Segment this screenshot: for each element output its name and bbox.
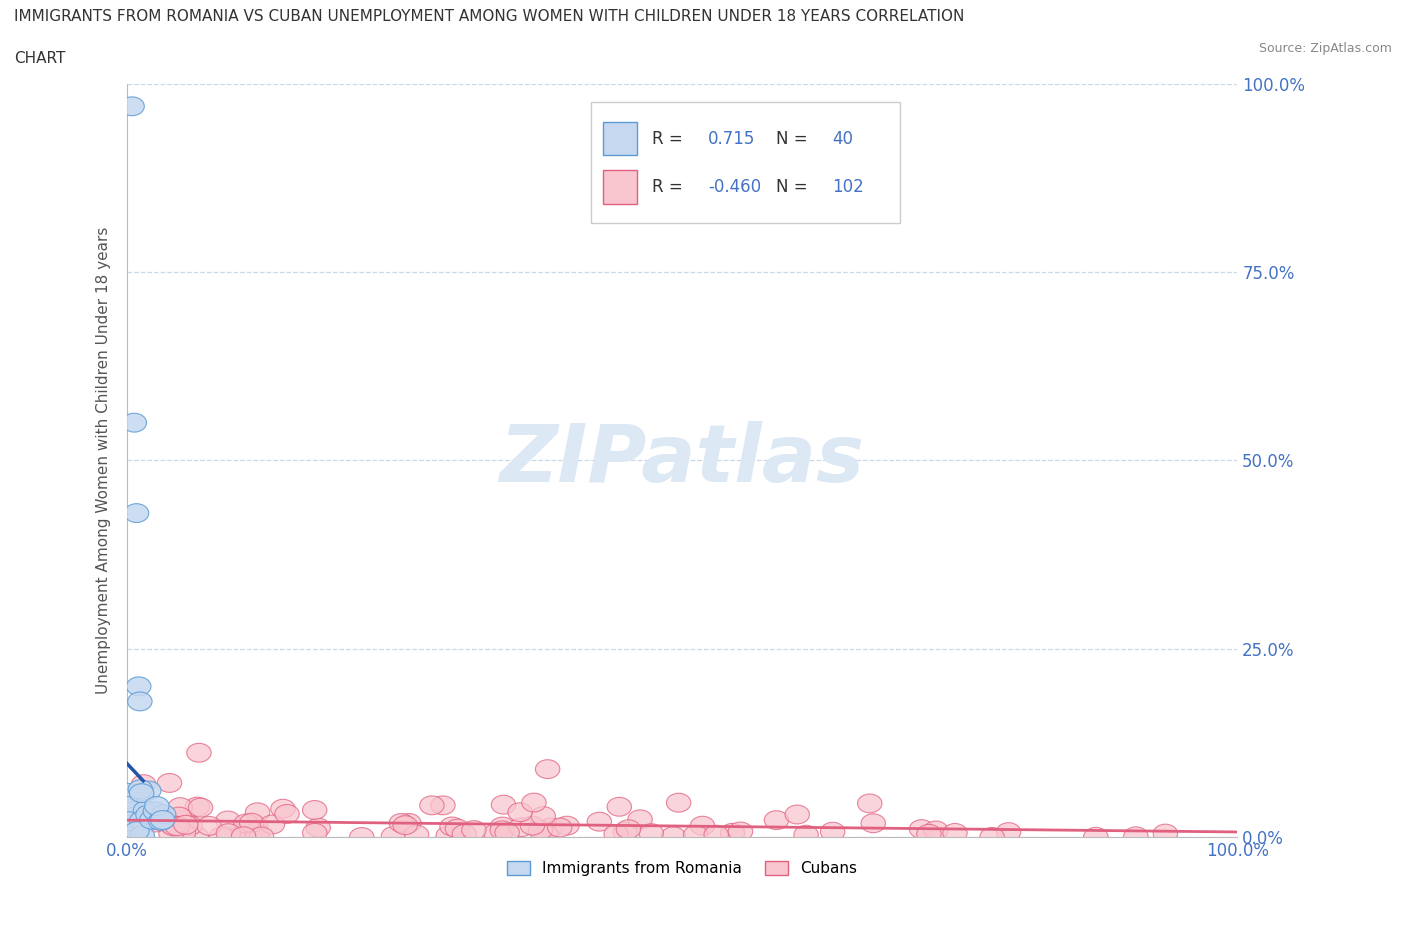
Legend: Immigrants from Romania, Cubans: Immigrants from Romania, Cubans <box>501 855 863 882</box>
Text: IMMIGRANTS FROM ROMANIA VS CUBAN UNEMPLOYMENT AMONG WOMEN WITH CHILDREN UNDER 18: IMMIGRANTS FROM ROMANIA VS CUBAN UNEMPLO… <box>14 9 965 24</box>
Text: Source: ZipAtlas.com: Source: ZipAtlas.com <box>1258 42 1392 55</box>
Text: 40: 40 <box>832 129 853 148</box>
Text: ZIPatlas: ZIPatlas <box>499 421 865 499</box>
Text: CHART: CHART <box>14 51 66 66</box>
Text: R =: R = <box>652 129 683 148</box>
Text: -0.460: -0.460 <box>709 178 761 196</box>
Text: N =: N = <box>776 178 807 196</box>
Text: R =: R = <box>652 178 683 196</box>
Bar <box>603 122 637 155</box>
Y-axis label: Unemployment Among Women with Children Under 18 years: Unemployment Among Women with Children U… <box>96 227 111 694</box>
Text: N =: N = <box>776 129 807 148</box>
Text: 0.715: 0.715 <box>709 129 755 148</box>
Text: 102: 102 <box>832 178 863 196</box>
Bar <box>603 170 637 204</box>
